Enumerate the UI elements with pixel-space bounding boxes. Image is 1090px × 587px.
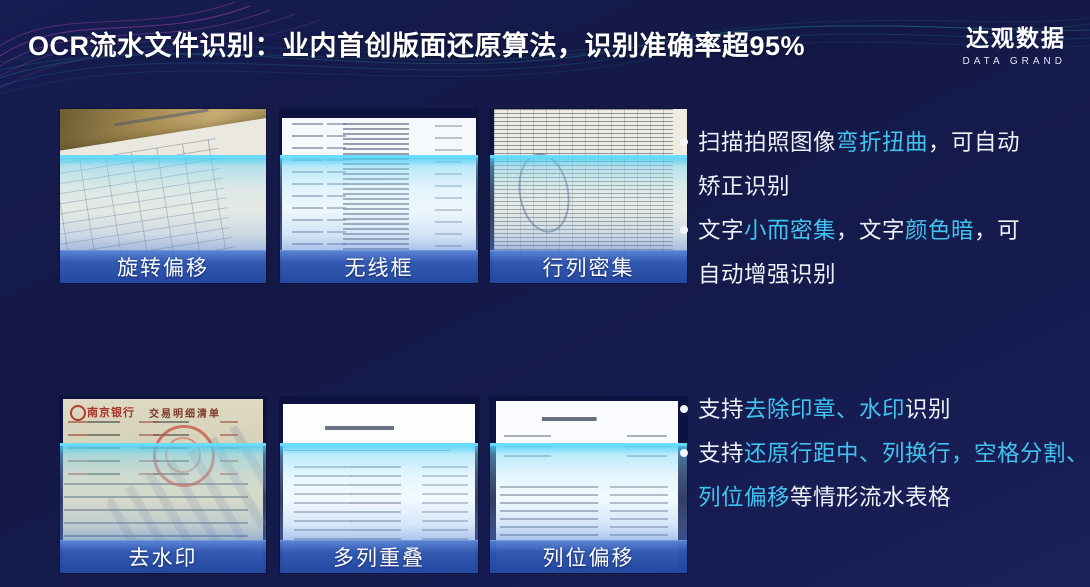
bullet-item: 支持还原行距中、列换行，空格分割、列位偏移等情形流水表格 — [680, 432, 1090, 520]
bullet-item: 扫描拍照图像弯折扭曲，可自动矫正识别 — [680, 121, 1024, 209]
feature-list-bottom: 支持去除印章、水印识别 支持还原行距中、列换行，空格分割、列位偏移等情形流水表格 — [680, 388, 1090, 520]
text-segment: 识别 — [905, 397, 952, 422]
bullet-item: 文字小而密集，文字颜色暗，可自动增强识别 — [680, 209, 1024, 297]
page-title: OCR流水文件识别：业内首创版面还原算法，识别准确率超95% — [28, 31, 806, 61]
bullet-dot-icon — [680, 405, 688, 413]
tile-label: 无线框 — [280, 250, 478, 283]
text-segment: ，可自动增强识别 — [698, 218, 1021, 287]
bullet-dot-icon — [680, 138, 688, 146]
sample-image-multicolumn-overlap: 多列重叠 — [280, 397, 478, 573]
sample-image-watermark-removal: 南京银行 交易明细清单 去水印 — [60, 397, 266, 573]
tile-label: 多列重叠 — [280, 540, 478, 573]
highlight-segment: 去除印章、水印 — [744, 397, 906, 422]
text-segment: ，文字 — [836, 218, 906, 243]
bullet-text: 支持去除印章、水印识别 — [698, 388, 1090, 432]
text-segment: ，可自动矫正识别 — [698, 130, 1021, 199]
feature-list-top: 扫描拍照图像弯折扭曲，可自动矫正识别 文字小而密集，文字颜色暗，可自动增强识别 — [680, 121, 1024, 297]
text-segment: 扫描拍照图像 — [698, 130, 837, 155]
bullet-text: 扫描拍照图像弯折扭曲，可自动矫正识别 — [698, 121, 1024, 209]
document-mock-header-line — [113, 109, 208, 127]
sample-image-column-shift: 列位偏移 — [490, 397, 687, 573]
text-segment: 支持 — [698, 397, 745, 422]
tile-label: 旋转偏移 — [60, 250, 266, 283]
tile-label: 行列密集 — [490, 250, 687, 283]
brand-logo: 达观数据 DATA GRAND — [962, 19, 1066, 67]
text-segment: 支持 — [698, 441, 745, 466]
bullet-text: 文字小而密集，文字颜色暗，可自动增强识别 — [698, 209, 1024, 297]
bank-emblem-icon — [70, 405, 86, 421]
text-segment: 文字 — [698, 218, 745, 243]
highlight-segment: 弯折扭曲 — [836, 130, 929, 155]
brand-logo-chinese: 达观数据 — [966, 25, 1066, 51]
tile-label: 去水印 — [60, 540, 266, 573]
text-segment: 等情形流水表格 — [790, 485, 952, 510]
tile-label: 列位偏移 — [490, 540, 687, 573]
bullet-text: 支持还原行距中、列换行，空格分割、列位偏移等情形流水表格 — [698, 432, 1090, 520]
brand-logo-english: DATA GRAND — [962, 56, 1066, 67]
sample-image-rotated-offset: 旋转偏移 — [60, 109, 266, 283]
bullet-item: 支持去除印章、水印识别 — [680, 388, 1090, 432]
highlight-segment: 还原行距中、列换行，空格分割、列位偏移 — [698, 441, 1090, 510]
bank-name: 南京银行 — [87, 407, 135, 419]
decorative-wave-lines — [0, 1, 1090, 95]
highlight-segment: 小而密集 — [744, 218, 837, 243]
statement-title: 交易明细清单 — [149, 409, 221, 420]
bullet-dot-icon — [680, 449, 688, 457]
sample-image-no-gridlines: 无线框 — [280, 109, 478, 283]
bullet-dot-icon — [680, 226, 688, 234]
highlight-segment: 颜色暗 — [905, 218, 975, 243]
sample-image-dense-rows: 行列密集 — [490, 109, 687, 283]
